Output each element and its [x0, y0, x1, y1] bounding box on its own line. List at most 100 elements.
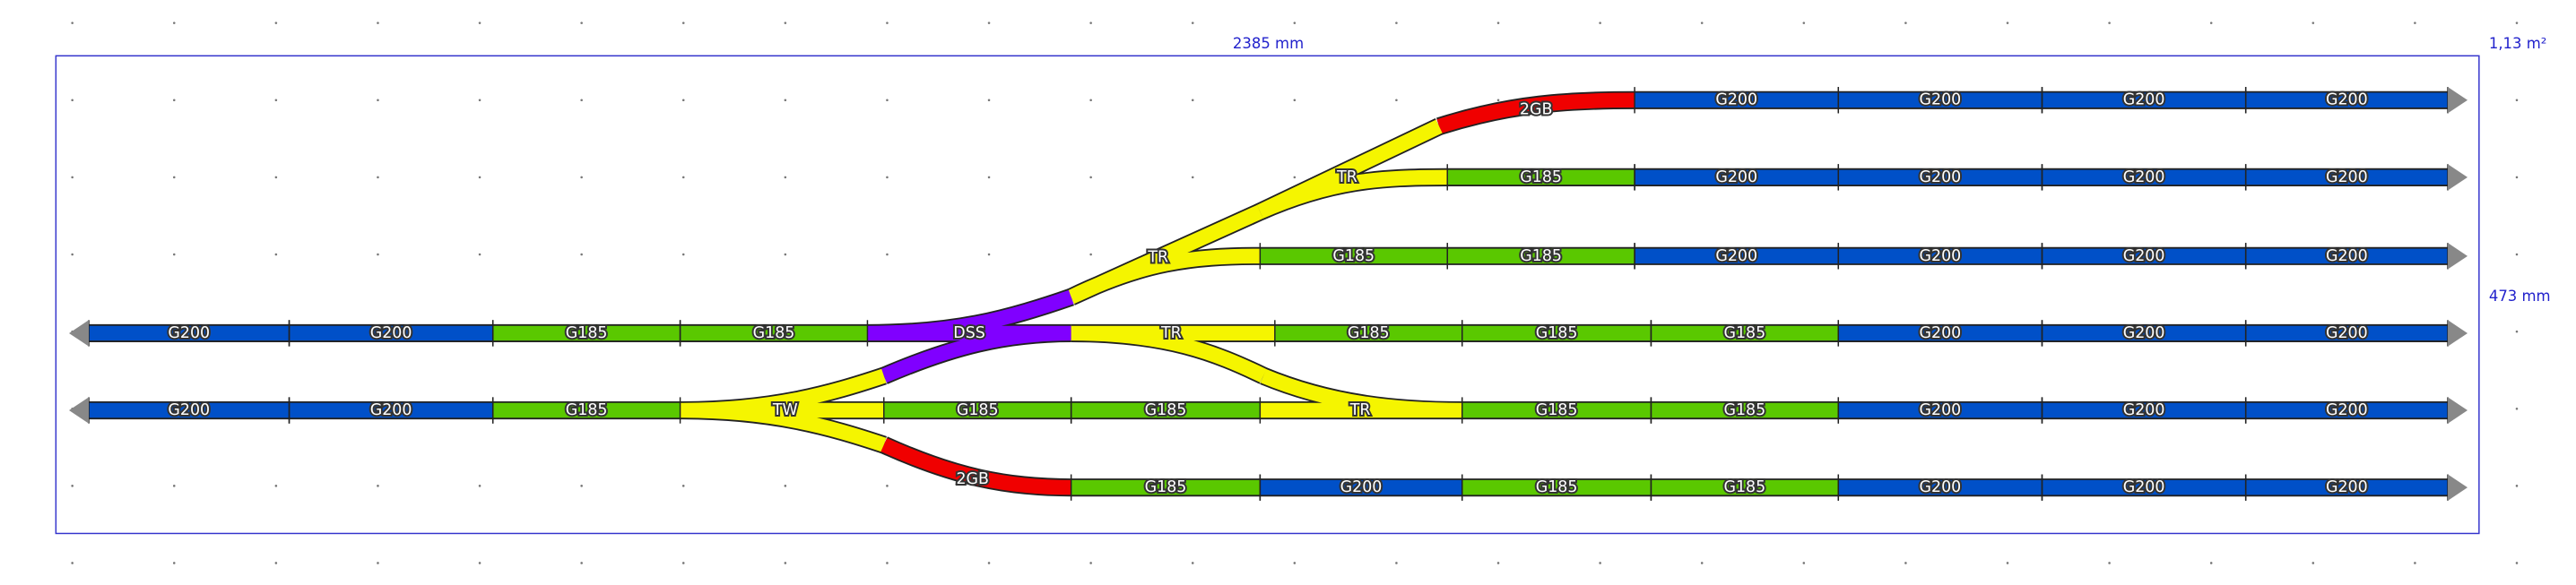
- segment-label: G200: [1920, 247, 1962, 265]
- grid-dot: [681, 253, 685, 256]
- segment-label: G185: [566, 324, 608, 342]
- segment-label: G185: [1536, 478, 1578, 496]
- segment-label: G200: [2326, 168, 2368, 186]
- grid-dot: [377, 253, 379, 256]
- end-arrow: [2448, 474, 2468, 501]
- segment-label: G200: [1715, 91, 1757, 109]
- grid-dot: [580, 99, 583, 102]
- end-arrow: [2448, 397, 2468, 424]
- grid-dot: [1802, 562, 1806, 564]
- grid-dot: [1496, 99, 1500, 102]
- end-arrow: [2448, 87, 2468, 114]
- length-label: 2385 mm: [1233, 35, 1304, 52]
- segment-label: G185: [1332, 247, 1375, 265]
- track-segment: [1068, 204, 1263, 305]
- segment-label: G200: [2326, 91, 2368, 109]
- grid-dot: [478, 22, 481, 24]
- grid-dot: [580, 485, 583, 487]
- segment-label: G200: [2123, 401, 2165, 419]
- grid-dot: [2209, 562, 2213, 564]
- track-outlines: [88, 90, 2449, 497]
- segment-label: 2GB: [1520, 101, 1552, 119]
- grid-dot: [580, 22, 583, 24]
- joints: [88, 87, 2449, 501]
- grid-dot: [2515, 99, 2519, 102]
- grid-dot: [1089, 22, 1092, 24]
- segment-label: G185: [1724, 401, 1766, 419]
- grid-dot: [172, 22, 176, 24]
- grid-dot: [886, 562, 889, 564]
- grid-dot: [274, 562, 278, 564]
- grid-dot: [886, 22, 889, 24]
- grid-dot: [784, 562, 787, 564]
- grid-dot: [1496, 22, 1500, 24]
- grid-dot: [1191, 562, 1194, 564]
- grid-dot: [1293, 99, 1297, 102]
- grid-dot: [580, 562, 583, 564]
- segment-label: G185: [1724, 324, 1766, 342]
- grid-dot: [2515, 562, 2519, 564]
- grid-dot: [681, 485, 685, 487]
- segment-label: G185: [1145, 478, 1187, 496]
- end-arrow: [68, 320, 89, 347]
- grid-dot: [1089, 562, 1092, 564]
- grid-dot: [784, 485, 787, 487]
- grid-dot: [1089, 99, 1092, 102]
- grid-dot: [274, 176, 278, 179]
- segment-label: TR: [1160, 324, 1182, 342]
- segment-label: G185: [1520, 247, 1562, 265]
- grid-dot: [681, 22, 685, 24]
- track-segment: [1071, 325, 1275, 383]
- grid-dot: [377, 22, 379, 24]
- grid-dot: [784, 253, 787, 256]
- grid-dot: [886, 176, 889, 179]
- segment-label: G200: [1920, 168, 1962, 186]
- grid-dot: [987, 562, 991, 564]
- grid-dot: [987, 99, 991, 102]
- grid-dot: [2311, 22, 2315, 24]
- grid-dot: [2515, 485, 2519, 487]
- grid-dot: [784, 22, 787, 24]
- segment-label: TR: [1349, 401, 1371, 419]
- grid-dot: [172, 99, 176, 102]
- grid-dot: [1191, 99, 1194, 102]
- grid-dot: [1089, 176, 1092, 179]
- segment-label: G185: [1520, 168, 1562, 186]
- grid-dot: [172, 253, 176, 256]
- grid-dot: [1191, 22, 1194, 24]
- tracks: 2GB G200 G200 G200 G200 TR G185 G200 G200 G200 G20…: [68, 87, 2468, 501]
- segment-label: TW: [772, 401, 798, 419]
- segment-label: G200: [2123, 91, 2165, 109]
- grid-dot: [172, 176, 176, 179]
- segment-label: G200: [1920, 91, 1962, 109]
- labels: 2GB G200 G200 G200 G200 TR G185 G200 G200 G200 G20…: [166, 90, 2369, 498]
- grid-dot: [2006, 22, 2009, 24]
- end-arrow: [2448, 164, 2468, 191]
- grid-dot: [274, 253, 278, 256]
- segment-label: G200: [1715, 168, 1757, 186]
- grid-dot: [681, 562, 685, 564]
- grid-dot: [784, 176, 787, 179]
- board-outline: [55, 55, 2480, 535]
- segment-label: G200: [2123, 478, 2165, 496]
- grid-dot: [274, 22, 278, 24]
- grid-dot: [2515, 330, 2519, 333]
- grid-dot: [1191, 176, 1194, 179]
- segment-label: TR: [1147, 249, 1168, 267]
- grid-dot: [987, 253, 991, 256]
- track-segment: [680, 368, 887, 452]
- segment-label: G200: [1340, 478, 1383, 496]
- grid-dot: [172, 562, 176, 564]
- grid-dot: [1599, 562, 1601, 564]
- segment-label: G185: [1348, 324, 1390, 342]
- segment-label: G200: [370, 401, 412, 419]
- grid-dot: [71, 485, 74, 487]
- grid-dot: [2515, 253, 2519, 256]
- grid-dot: [71, 176, 74, 179]
- segment-label: G200: [168, 324, 210, 342]
- grid-dot: [2311, 562, 2315, 564]
- grid-dot: [71, 99, 74, 102]
- grid-dot: [1293, 562, 1297, 564]
